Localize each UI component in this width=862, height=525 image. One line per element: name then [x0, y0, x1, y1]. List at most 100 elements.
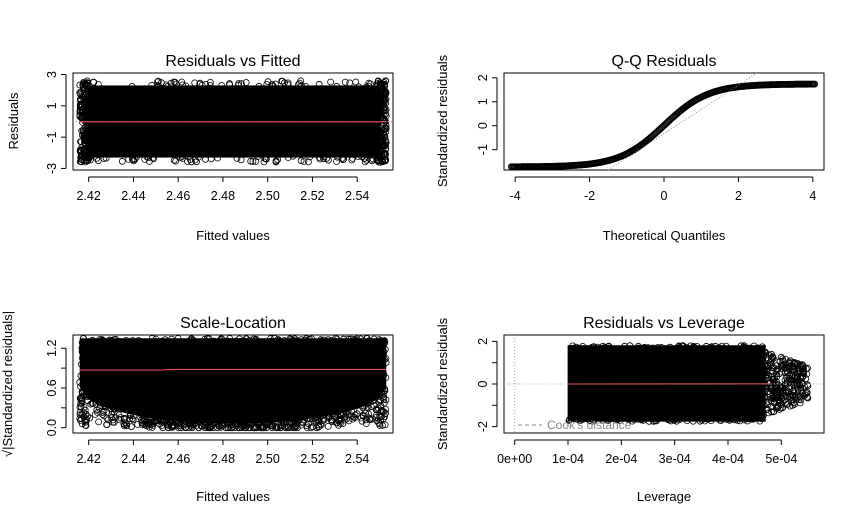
data-point	[207, 155, 215, 163]
data-point	[351, 335, 358, 343]
data-point	[374, 107, 382, 114]
data-point	[345, 417, 353, 425]
data-point	[172, 80, 180, 88]
data-point	[736, 417, 744, 425]
data-point	[100, 337, 107, 345]
data-point	[79, 128, 87, 135]
data-point	[328, 410, 336, 417]
data-point	[184, 414, 192, 422]
x-tick-label: 3e-04	[659, 452, 691, 466]
data-point	[336, 417, 344, 425]
data-point	[144, 420, 152, 428]
data-point	[261, 154, 269, 162]
data-point	[90, 78, 98, 86]
x-tick-label: 2.54	[345, 452, 369, 466]
data-point	[586, 417, 594, 425]
data-point	[330, 337, 338, 345]
data-point	[800, 365, 807, 373]
data-point	[566, 416, 573, 424]
data-point	[127, 411, 135, 418]
data-point	[193, 416, 201, 424]
data-point	[178, 419, 186, 427]
data-point	[84, 122, 92, 130]
data-point	[273, 424, 280, 432]
data-point	[82, 418, 89, 426]
x-tick-label: 2.50	[256, 189, 280, 203]
data-point	[162, 81, 170, 89]
data-point	[164, 338, 172, 346]
data-point	[80, 403, 88, 411]
data-point	[188, 335, 196, 343]
chart-title: Residuals vs Fitted	[165, 53, 300, 70]
data-point	[81, 107, 89, 114]
data-point	[711, 342, 719, 350]
data-point	[757, 392, 764, 400]
y-tick-label: -3	[45, 163, 59, 174]
data-point	[189, 336, 197, 344]
data-point	[746, 388, 753, 396]
data-point	[628, 417, 636, 425]
data-point	[769, 378, 777, 386]
data-point	[743, 344, 751, 352]
data-point	[250, 335, 258, 343]
data-point	[121, 339, 129, 347]
data-point	[215, 337, 222, 345]
data-point	[650, 417, 657, 425]
y-axis-label: Standardized residuals	[435, 317, 450, 450]
data-point	[128, 83, 136, 90]
data-point	[179, 415, 187, 423]
data-point	[175, 424, 183, 432]
data-point	[79, 145, 87, 153]
data-point	[666, 416, 673, 424]
data-point	[594, 343, 601, 351]
data-point	[746, 351, 753, 359]
data-point	[364, 404, 372, 412]
data-point	[786, 371, 794, 379]
data-point	[338, 154, 346, 162]
data-point	[254, 153, 262, 161]
data-point	[760, 365, 768, 372]
y-tick-label: 2	[476, 74, 490, 81]
data-point	[352, 398, 360, 406]
data-point	[583, 415, 590, 423]
data-point	[565, 417, 573, 424]
data-point	[380, 386, 388, 394]
data-point	[152, 335, 160, 343]
y-tick-label: 2	[476, 338, 490, 345]
data-point	[290, 422, 298, 430]
data-point	[754, 402, 762, 410]
data-point	[80, 338, 88, 346]
data-point	[306, 335, 313, 343]
data-point	[572, 414, 580, 422]
data-point	[798, 361, 806, 369]
data-point	[379, 370, 387, 378]
data-point	[705, 415, 712, 423]
points-layer	[504, 335, 824, 433]
x-tick-label: 2.50	[256, 452, 280, 466]
data-point	[280, 415, 288, 423]
data-point	[149, 420, 157, 428]
data-point	[786, 402, 794, 410]
data-point	[202, 81, 210, 88]
y-tick-label: 1.2	[45, 340, 59, 357]
data-point	[118, 157, 126, 165]
data-point	[292, 339, 300, 347]
data-point	[758, 355, 766, 363]
data-point	[249, 424, 257, 432]
data-point	[153, 338, 161, 346]
data-point	[90, 390, 98, 398]
data-point	[333, 82, 341, 90]
data-point	[722, 342, 730, 350]
data-point	[747, 391, 755, 399]
data-point	[687, 342, 694, 350]
data-point	[382, 122, 390, 130]
x-tick-label: 2.52	[300, 452, 324, 466]
data-point	[172, 157, 180, 165]
data-point	[235, 80, 243, 87]
plot-box	[503, 72, 825, 171]
data-point	[264, 78, 272, 86]
data-point	[787, 376, 795, 384]
data-point	[803, 393, 811, 401]
data-point	[769, 375, 777, 383]
data-point	[693, 342, 701, 350]
